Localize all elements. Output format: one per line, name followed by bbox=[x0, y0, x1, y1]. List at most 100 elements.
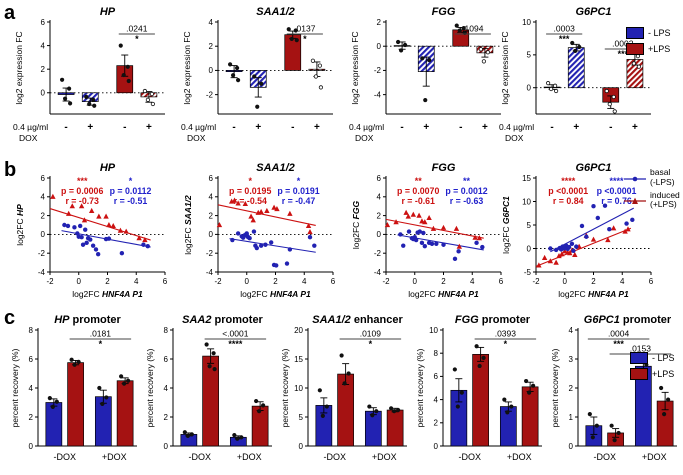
svg-text:-4: -4 bbox=[374, 90, 382, 99]
svg-text:log2FC G6PC1: log2FC G6PC1 bbox=[501, 196, 511, 254]
svg-text:8: 8 bbox=[434, 349, 439, 358]
svg-text:*: * bbox=[129, 176, 133, 186]
svg-text:4: 4 bbox=[569, 326, 574, 335]
svg-text:log2FC HNF4A P1: log2FC HNF4A P1 bbox=[558, 289, 629, 299]
svg-text:+DOX: +DOX bbox=[102, 452, 127, 462]
svg-text:.0109: .0109 bbox=[360, 329, 382, 339]
svg-text:SAA1/2: SAA1/2 bbox=[256, 6, 295, 18]
svg-text:DOX: DOX bbox=[505, 133, 524, 143]
svg-text:p = 0.0006: p = 0.0006 bbox=[61, 186, 103, 196]
svg-text:-2: -2 bbox=[374, 66, 382, 75]
svg-text:r = 0.76: r = 0.76 bbox=[601, 196, 632, 206]
legend-lps-row-a: - LPS +LPS bbox=[626, 27, 671, 55]
svg-text:6: 6 bbox=[164, 355, 169, 364]
svg-text:-4: -4 bbox=[38, 268, 46, 277]
svg-text:*: * bbox=[297, 176, 301, 186]
svg-text:-DOX: -DOX bbox=[188, 452, 211, 462]
chart-canvas: 0 2 4 6 8 .0181* -DOX +DOX percent recovery (%) H… bbox=[10, 314, 137, 462]
svg-text:10: 10 bbox=[522, 197, 531, 206]
svg-text:10: 10 bbox=[294, 384, 303, 393]
svg-text:.0153: .0153 bbox=[630, 344, 652, 354]
chart-canvas: 0 5 10 15 20 .0109* -DOX +DOX percent recovery (… bbox=[280, 314, 407, 462]
svg-text:+DOX: +DOX bbox=[372, 452, 397, 462]
svg-text:SAA1/2: SAA1/2 bbox=[256, 162, 295, 174]
svg-text:log2FC HP: log2FC HP bbox=[15, 204, 25, 246]
bar-chart-g6pc1-expression: 0 5 10.0003 *** .0002 *** - + - +0.4 µg/ml DOX log2… bbox=[498, 2, 658, 165]
svg-text:G6PC1: G6PC1 bbox=[575, 6, 611, 18]
svg-text:log2FC HNF4A P1: log2FC HNF4A P1 bbox=[72, 289, 143, 299]
svg-text:2: 2 bbox=[105, 277, 110, 286]
svg-text:2: 2 bbox=[377, 18, 382, 27]
svg-text:.0393: .0393 bbox=[495, 329, 517, 339]
svg-text:****: **** bbox=[228, 339, 243, 349]
svg-text:-2: -2 bbox=[214, 277, 222, 286]
svg-text:0: 0 bbox=[434, 442, 439, 451]
svg-text:4: 4 bbox=[41, 41, 46, 50]
svg-text:-DOX: -DOX bbox=[323, 452, 346, 462]
svg-text:****: **** bbox=[561, 176, 576, 186]
svg-text:4: 4 bbox=[134, 277, 139, 286]
minus-lps-swatch bbox=[630, 352, 648, 364]
svg-text:6: 6 bbox=[29, 355, 34, 364]
svg-text:0: 0 bbox=[164, 442, 169, 451]
svg-text:percent recovery (%): percent recovery (%) bbox=[550, 348, 560, 427]
svg-text:4: 4 bbox=[470, 277, 475, 286]
svg-text:SAA2 promoter: SAA2 promoter bbox=[182, 314, 263, 326]
svg-text:-4: -4 bbox=[374, 268, 382, 277]
induced-label: induced (+LPS) bbox=[650, 189, 680, 210]
svg-text:1: 1 bbox=[569, 413, 574, 422]
svg-text:0: 0 bbox=[245, 277, 250, 286]
svg-text:+: + bbox=[87, 122, 93, 133]
svg-text:r = -0.54: r = -0.54 bbox=[233, 196, 267, 206]
scatter-saa12-vs-hnf4a: -4 -2 0 2 4 6 -2 0 2 4 6 * p = 0.0195 r = -0.54 * p = 0… bbox=[180, 160, 340, 315]
svg-text:*: * bbox=[248, 176, 252, 186]
svg-text:log2FC SAA1/2: log2FC SAA1/2 bbox=[183, 195, 193, 255]
svg-text:r = -0.51: r = -0.51 bbox=[114, 196, 148, 206]
svg-text:4: 4 bbox=[620, 277, 625, 286]
svg-text:-: - bbox=[291, 122, 294, 133]
svg-text:0: 0 bbox=[209, 230, 214, 239]
svg-text:****: **** bbox=[609, 176, 624, 186]
svg-text:2: 2 bbox=[591, 277, 596, 286]
svg-text:-: - bbox=[123, 122, 126, 133]
legend-lps-row-c: - LPS +LPS bbox=[630, 352, 675, 380]
svg-text:+: + bbox=[632, 122, 638, 133]
scatter-hp-vs-hnf4a: -4 -2 0 2 4 6 -2 0 2 4 6 *** p = 0.0006 r = -0.73 * p =… bbox=[12, 160, 172, 315]
svg-text:***: *** bbox=[559, 34, 570, 44]
svg-text:0: 0 bbox=[569, 442, 574, 451]
svg-text:<.0001: <.0001 bbox=[222, 329, 249, 339]
legend-item-plus-lps: +LPS bbox=[630, 368, 675, 380]
svg-text:0.4 µg/ml: 0.4 µg/ml bbox=[13, 122, 48, 132]
svg-text:percent recovery (%): percent recovery (%) bbox=[145, 348, 155, 427]
legend-item-plus-lps: +LPS bbox=[626, 43, 671, 55]
svg-text:log2FC HNF4A P1: log2FC HNF4A P1 bbox=[240, 289, 311, 299]
svg-text:-DOX: -DOX bbox=[458, 452, 481, 462]
svg-text:6: 6 bbox=[499, 277, 504, 286]
svg-text:G6PC1 promoter: G6PC1 promoter bbox=[584, 314, 672, 326]
svg-text:p = 0.0112: p = 0.0112 bbox=[110, 186, 152, 196]
bar-chart-hp-expression: 0 2 4 6 .0241 * - + - +0.4 µg/ml DOX log2 expressio… bbox=[12, 2, 172, 165]
plus-lps-label: +LPS bbox=[652, 369, 675, 379]
minus-lps-label: - LPS bbox=[652, 353, 675, 363]
svg-text:-: - bbox=[550, 122, 553, 133]
svg-text:log2FC HNF4A P1: log2FC HNF4A P1 bbox=[408, 289, 479, 299]
svg-text:HP: HP bbox=[100, 6, 116, 18]
svg-text:***: *** bbox=[618, 49, 629, 59]
scatter-fgg-vs-hnf4a: -4 -2 0 2 4 6 -2 0 2 4 6 ** p = 0.0070 r = -0.61 ** p =… bbox=[348, 160, 508, 315]
svg-text:0: 0 bbox=[29, 442, 34, 451]
svg-text:20: 20 bbox=[294, 326, 303, 335]
svg-text:5: 5 bbox=[527, 221, 532, 230]
legend-item-induced: induced (+LPS) bbox=[624, 189, 680, 211]
svg-text:.0002: .0002 bbox=[612, 39, 634, 49]
svg-text:8: 8 bbox=[29, 326, 34, 335]
svg-text:6: 6 bbox=[331, 277, 336, 286]
svg-text:0: 0 bbox=[41, 89, 46, 98]
bar-chart-saa12-enhancer-recovery: 0 5 10 15 20 .0109 * -DOX +DOX percent recovery (… bbox=[278, 310, 411, 475]
svg-text:0: 0 bbox=[377, 230, 382, 239]
